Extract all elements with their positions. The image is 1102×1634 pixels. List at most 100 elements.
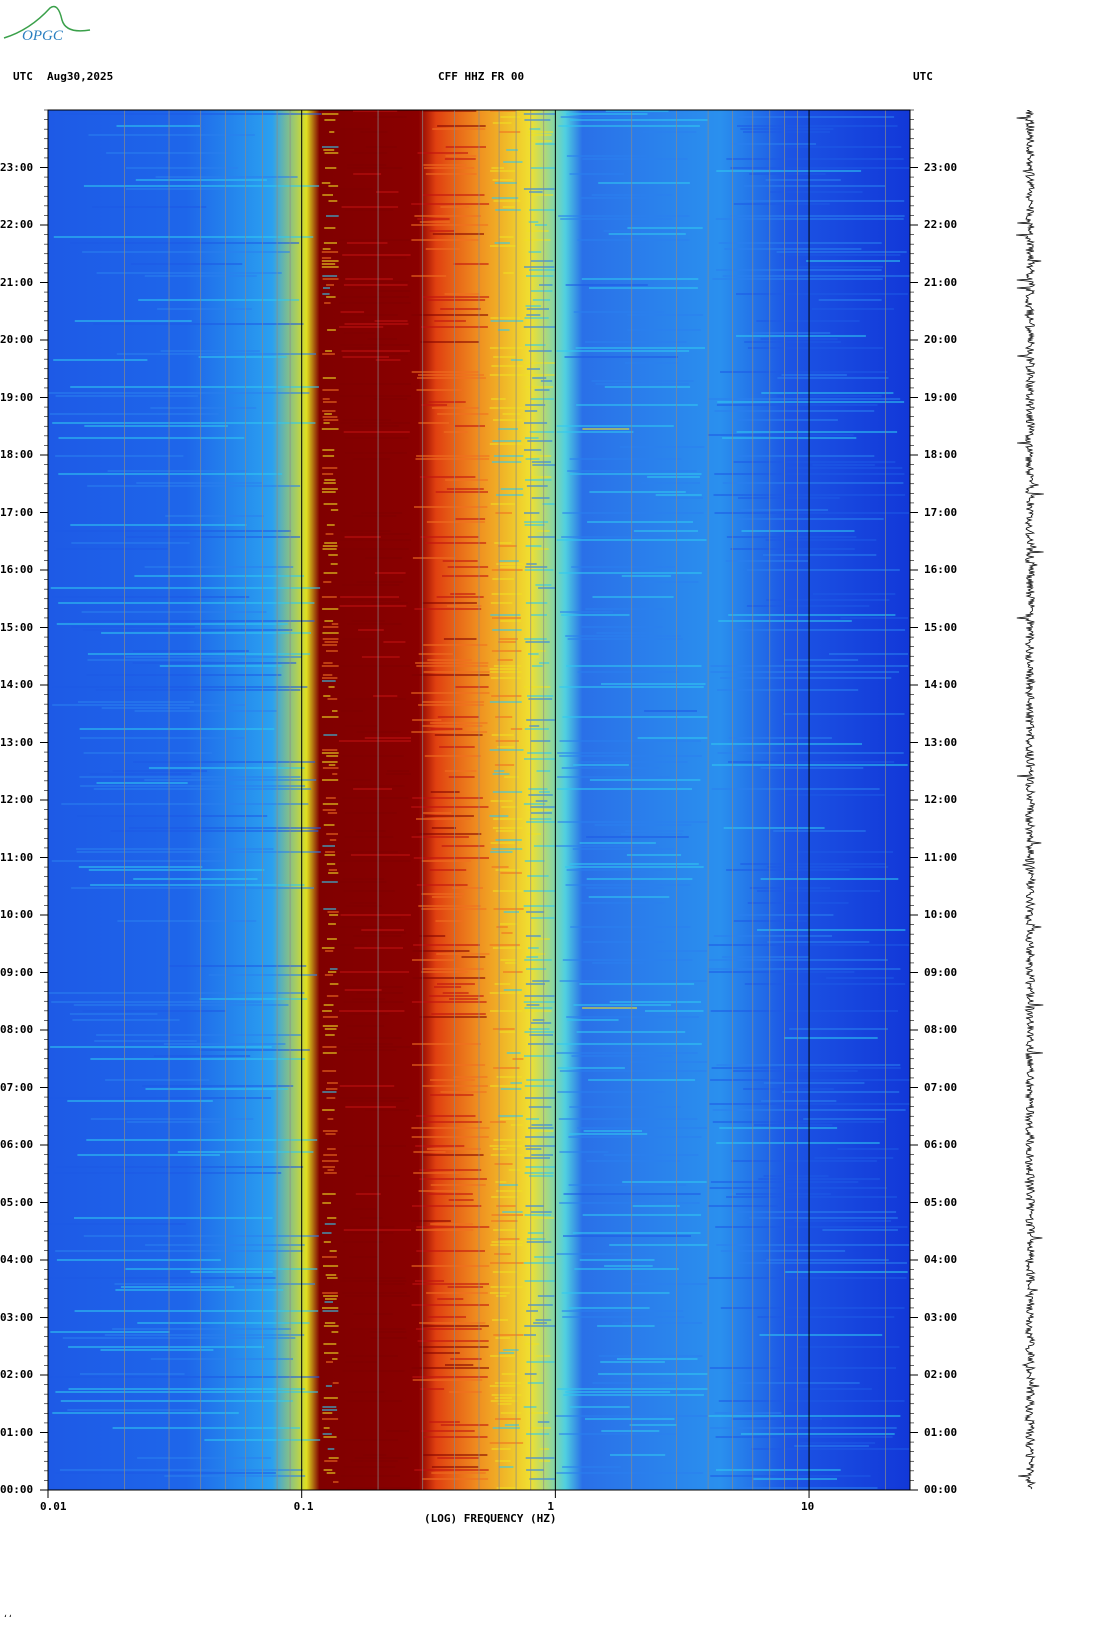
spectrogram-cell [80,785,306,787]
spectrogram-cell [490,1286,523,1288]
spectrogram-cell [494,764,515,766]
spectrogram-cell [437,413,489,415]
spectrogram-cell [437,1298,464,1300]
spectrogram-cell [461,956,486,958]
spectrogram-cell [440,308,481,310]
spectrogram-cell [323,1325,339,1327]
spectrogram-cell [324,974,334,976]
spectrogram-cell [50,1331,170,1333]
spectrogram-cell [563,1394,704,1396]
spectrogram-cell [773,830,866,832]
spectrogram-cell [728,761,895,763]
spectrogram-cell [356,992,404,994]
y-tick-label: 10:00 [924,908,958,921]
spectrogram-cell [59,113,322,115]
spectrogram-cell [332,1382,339,1384]
spectrogram-cell [329,839,337,841]
spectrogram-cell [325,350,332,352]
spectrogram-cell [365,557,403,559]
spectrogram-cell [412,1043,481,1045]
spectrogram-cell [527,536,555,538]
spectrogram-cell [340,1046,411,1048]
spectrogram-cell [411,1136,489,1138]
spectrogram-cell [797,851,894,853]
spectrogram-cell [732,1070,858,1072]
spectrogram-cell [348,1043,393,1045]
spectrogram-cell [157,308,252,310]
spectrogram-cell [766,599,890,601]
spectrogram-cell [500,959,518,961]
spectrogram-cell [489,1292,510,1294]
spectrogram-cell [717,401,905,403]
spectrogram-cell [340,944,367,946]
spectrogram-cell [822,1229,898,1231]
spectrogram-cell [100,1349,214,1351]
spectrogram-cell [448,1199,474,1201]
spectrogram-cell [512,1058,524,1060]
spectrogram-cell [747,347,884,349]
spectrogram-cell [198,356,287,358]
spectrogram-cell [422,602,477,604]
spectrogram-cell [579,1259,655,1261]
spectrogram-cell [559,980,707,982]
spectrogram-cell [525,1205,544,1207]
spectrogram-cell [570,473,702,475]
spectrogram-cell [412,950,470,952]
spectrogram-cell [413,944,480,946]
spectrogram-cell [535,224,548,226]
spectrogram-cell [199,1049,310,1051]
spectrogram-cell [80,1373,185,1375]
spectrogram-cell [326,995,339,997]
spectrogram-cell [708,959,888,961]
opgc-logo: OPGC [3,5,91,44]
spectrogram-cell [126,536,301,538]
spectrogram-cell [325,533,334,535]
spectrogram-cell [322,455,335,457]
spectrogram-cell [579,902,665,904]
spectrogram-cell [566,155,647,157]
spectrogram-cell [322,779,339,781]
spectrogram-cell [133,650,249,652]
spectrogram-cell [526,719,555,721]
spectrogram-cell [344,209,394,211]
spectrogram-cell [776,251,907,253]
spectrogram-cell [418,1346,489,1348]
spectrogram-cell [427,1148,481,1150]
spectrogram-cell [71,542,190,544]
spectrogram-cell [144,566,294,568]
spectrogram-cell [725,560,808,562]
spectrogram-cell [794,1445,869,1447]
spectrogram-cell [493,1139,522,1141]
spectrogram-cell [373,695,398,697]
spectrogram-cell [385,773,411,775]
spectrogram-cell [740,863,887,865]
spectrogram-cell [134,575,304,577]
spectrogram-cell [383,641,406,643]
spectrogram-cell [443,431,468,433]
spectrogram-cell [493,908,524,910]
spectrogram-cell [594,824,692,826]
spectrogram-cell [328,971,337,973]
spectrogram-cell [353,788,392,790]
spectrogram-cell [327,1448,335,1450]
spectrogram-cell [735,1193,831,1195]
spectrogram-cell [330,563,338,565]
spectrogram-cell [710,1010,898,1012]
spectrogram-cell [322,248,331,250]
spectrogram-cell [418,704,484,706]
spectrogram-cell [116,353,316,355]
spectrogram-cell [356,581,404,583]
spectrogram-cell [420,110,477,112]
spectrogram-cell [491,866,509,868]
spectrogram-cell [489,1442,524,1444]
spectrogram-cell [497,1403,512,1405]
spectrogram-cell [101,632,311,634]
spectrogram-cell [493,818,523,820]
spectrogram-cell [340,311,365,313]
spectrogram-cell [328,200,338,202]
spectrogram-cell [622,1181,707,1183]
spectrogram-cell [447,605,482,607]
spectrogram-cell [499,131,521,133]
y-tick-label: 17:00 [924,505,958,519]
spectrogram-cell [769,191,863,193]
